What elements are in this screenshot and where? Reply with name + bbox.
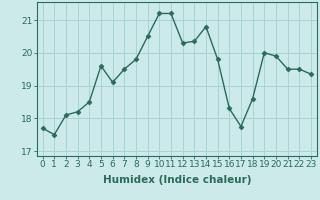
- X-axis label: Humidex (Indice chaleur): Humidex (Indice chaleur): [102, 175, 251, 185]
